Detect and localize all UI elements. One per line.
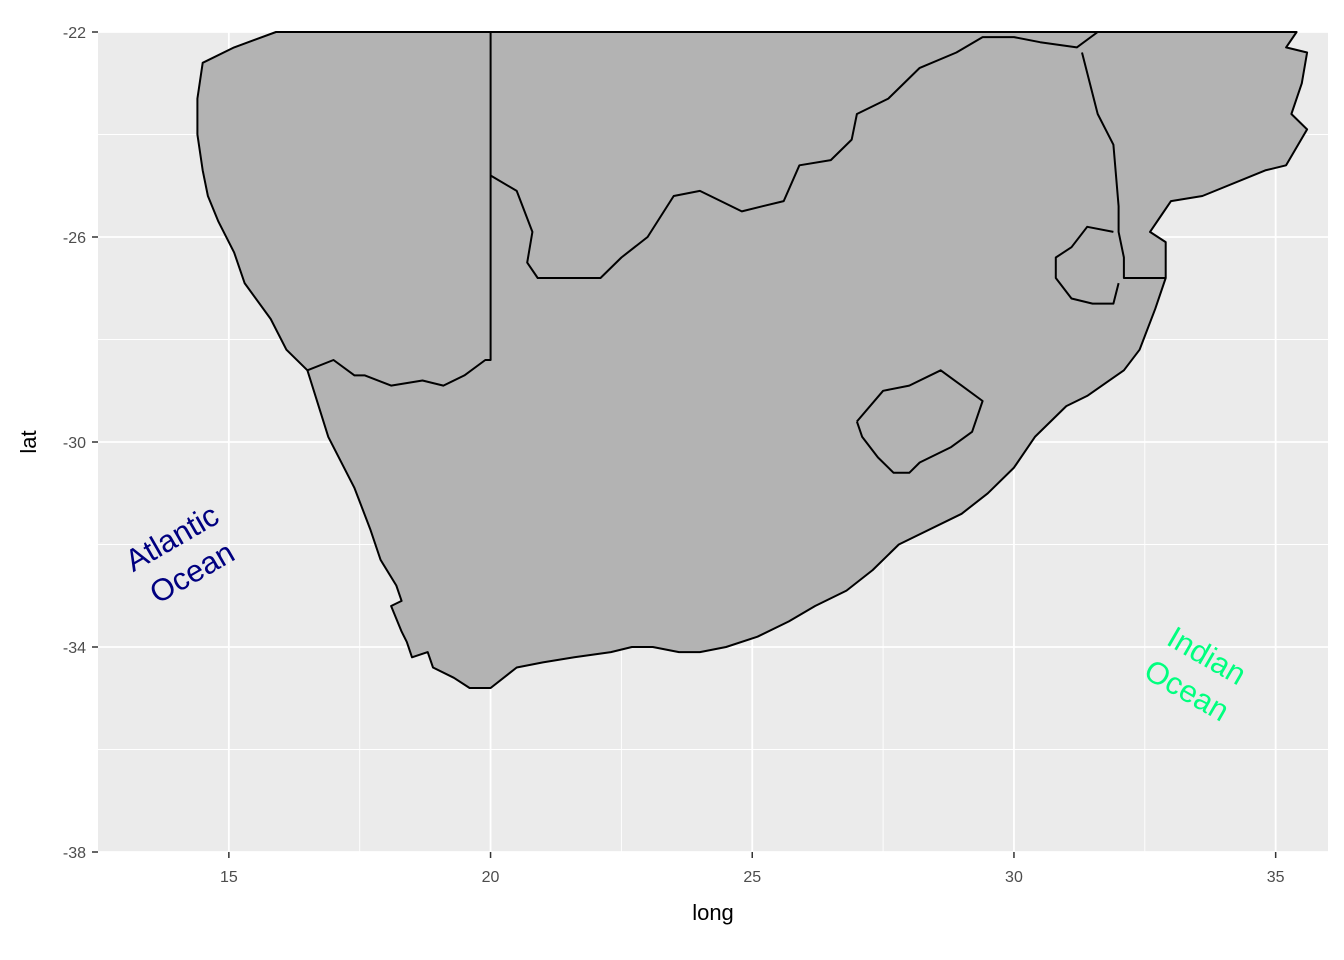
y-tick-label: -26 <box>63 230 86 247</box>
x-axis: 15 20 25 30 35 <box>220 852 1285 886</box>
x-tick-label: 20 <box>482 869 500 886</box>
y-axis: -22 -26 -30 -34 -38 <box>63 25 98 862</box>
country-border <box>1081 52 1166 279</box>
y-tick-label: -30 <box>63 435 86 452</box>
country-border <box>490 31 1099 279</box>
land-mass <box>196 31 1309 689</box>
country-border <box>1054 225 1120 305</box>
x-tick-label: 30 <box>1005 869 1023 886</box>
y-axis-title: lat <box>16 430 41 453</box>
country-borders <box>307 31 1166 474</box>
y-tick-label: -22 <box>63 25 86 42</box>
y-tick-label: -38 <box>63 845 86 862</box>
x-tick-label: 25 <box>743 869 761 886</box>
x-tick-label: 15 <box>220 869 238 886</box>
x-tick-label: 35 <box>1267 869 1285 886</box>
y-tick-label: -34 <box>63 640 86 657</box>
country-border <box>855 369 984 474</box>
x-axis-title: long <box>692 900 734 925</box>
